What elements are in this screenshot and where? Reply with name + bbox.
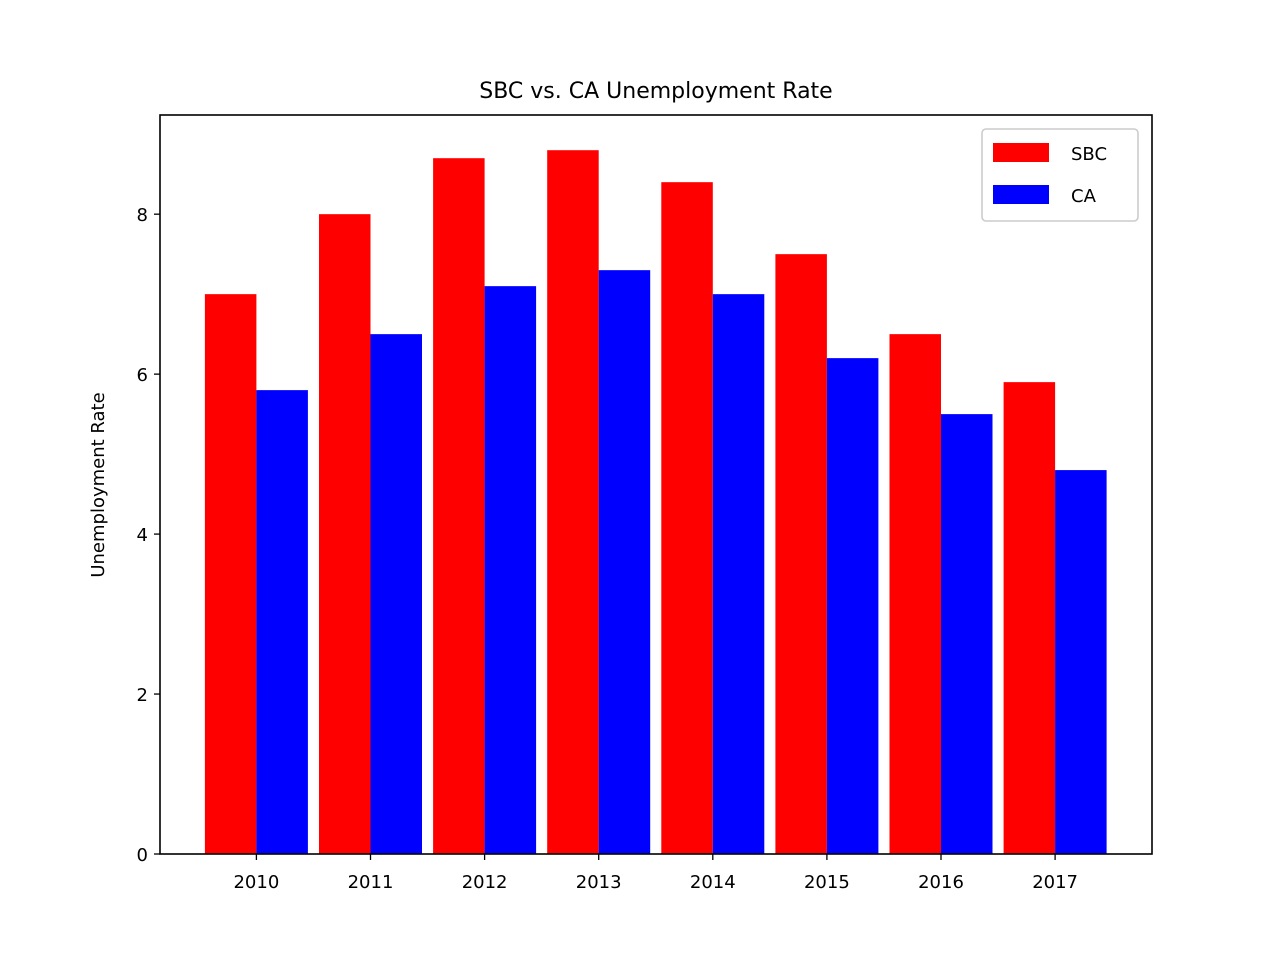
bar-sbc-2011 xyxy=(319,214,371,855)
y-tick-label: 8 xyxy=(137,205,148,226)
bar-sbc-2010 xyxy=(204,294,257,854)
bar-sbc-2017 xyxy=(1003,382,1056,854)
y-tick-label: 0 xyxy=(137,845,148,866)
x-axis-ticks: 2010 2011 2012 2013 2014 2015 2016 2017 xyxy=(233,854,1078,893)
y-tick-label: 6 xyxy=(137,365,148,386)
bar-ca-2017 xyxy=(1055,470,1107,854)
bar-sbc-2014 xyxy=(661,182,713,854)
chart-title: SBC vs. CA Unemployment Rate xyxy=(479,79,832,104)
bar-ca-2013 xyxy=(598,270,651,854)
bar-ca-2011 xyxy=(370,334,422,854)
legend-swatch-sbc xyxy=(993,143,1049,162)
x-tick-label: 2014 xyxy=(690,872,736,893)
legend: SBC CA xyxy=(981,128,1139,222)
bar-sbc-2016 xyxy=(889,334,941,854)
x-tick-label: 2016 xyxy=(918,872,964,893)
plot-frame xyxy=(159,114,1153,855)
bar-ca-2010 xyxy=(256,390,308,854)
x-tick-label: 2013 xyxy=(576,872,622,893)
bars-group xyxy=(204,150,1107,855)
x-tick-label: 2012 xyxy=(462,872,508,893)
bar-sbc-2012 xyxy=(433,158,485,854)
y-axis-label: Unemployment Rate xyxy=(88,392,109,577)
bar-ca-2014 xyxy=(712,294,765,854)
x-tick-label: 2017 xyxy=(1032,872,1078,893)
x-tick-label: 2015 xyxy=(804,872,850,893)
legend-frame xyxy=(981,128,1139,222)
x-tick-label: 2010 xyxy=(233,872,279,893)
legend-label-ca: CA xyxy=(1071,186,1097,207)
y-tick-label: 2 xyxy=(137,685,148,706)
x-tick-label: 2011 xyxy=(348,872,394,893)
legend-label-sbc: SBC xyxy=(1071,144,1107,165)
bar-ca-2016 xyxy=(941,414,993,854)
y-tick-label: 4 xyxy=(137,525,148,546)
bar-sbc-2015 xyxy=(775,254,827,854)
bar-ca-2015 xyxy=(826,358,879,854)
legend-swatch-ca xyxy=(993,185,1049,204)
bar-ca-2012 xyxy=(484,286,537,854)
bar-sbc-2013 xyxy=(547,150,599,854)
y-axis-ticks: 0 2 4 6 8 xyxy=(137,205,160,866)
